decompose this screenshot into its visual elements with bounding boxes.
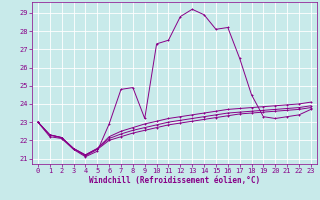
X-axis label: Windchill (Refroidissement éolien,°C): Windchill (Refroidissement éolien,°C) [89,176,260,185]
